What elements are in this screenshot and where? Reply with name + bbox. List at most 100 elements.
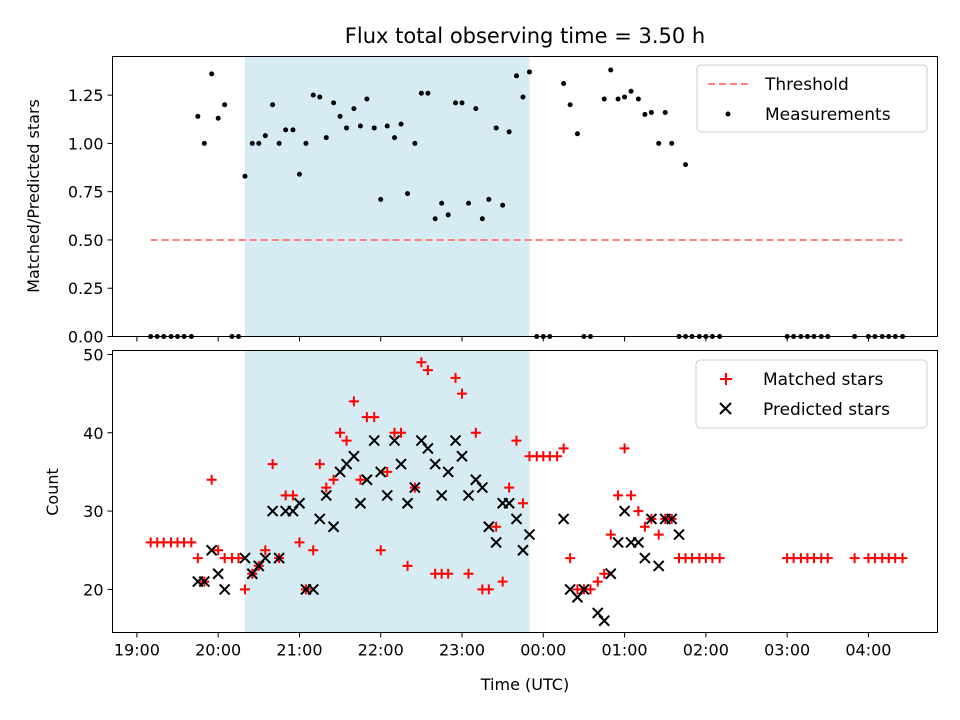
measurement-point: [683, 162, 689, 168]
matched-stars-point: [341, 435, 352, 446]
predicted-stars-point: [218, 583, 231, 596]
matched-stars-point: [450, 372, 461, 383]
predicted-stars-point: [307, 583, 319, 596]
measurement-point: [453, 100, 459, 106]
measurement-point: [656, 140, 662, 146]
matched-stars-point: [592, 576, 603, 587]
y-tick-label: 20: [83, 580, 103, 599]
measurement-point: [256, 140, 262, 146]
matched-stars-point: [233, 553, 244, 564]
measurement-point: [310, 92, 316, 98]
y-tick-label: 30: [83, 502, 103, 521]
measurement-point: [249, 140, 255, 146]
predicted-stars-point: [476, 481, 489, 494]
predicted-stars-point: [327, 521, 340, 533]
predicted-stars-point: [652, 560, 665, 572]
legend-matched-label: Matched stars: [763, 370, 883, 390]
matched-stars-point: [653, 529, 664, 540]
matched-stars-point: [308, 545, 319, 556]
matched-stars-point: [457, 388, 468, 399]
x-tick-label: 19:00: [114, 641, 160, 660]
measurement-point: [520, 94, 526, 100]
measurement-point: [242, 173, 248, 179]
matched-stars-point: [348, 396, 359, 407]
measurement-point: [296, 171, 302, 177]
predicted-stars-point: [259, 552, 272, 564]
matched-stars-point: [849, 553, 860, 564]
matched-stars-point: [619, 443, 630, 454]
predicted-stars-point: [449, 434, 462, 447]
predicted-stars-point: [354, 497, 367, 509]
predicted-stars-point: [401, 497, 414, 509]
measurement-point: [622, 94, 628, 100]
predicted-stars-point: [422, 442, 434, 455]
observing-window-shade: [244, 56, 530, 337]
matched-stars-point: [483, 584, 494, 595]
measurement-point: [405, 191, 411, 197]
y-tick-label: 40: [83, 424, 103, 443]
measurement-point: [331, 100, 337, 106]
y-tick-label: 50: [83, 345, 103, 364]
matched-stars-point: [314, 459, 325, 470]
measurement-point: [262, 133, 268, 139]
predicted-stars-point: [314, 513, 326, 525]
predicted-stars-point: [673, 528, 685, 541]
matched-stars-point: [192, 553, 203, 564]
measurement-point: [486, 196, 492, 202]
matched-stars-point: [613, 490, 624, 501]
measurement-point: [662, 110, 668, 115]
measurement-point: [364, 96, 370, 102]
predicted-stars-point: [239, 552, 251, 564]
measurement-point: [561, 81, 567, 87]
predicted-stars-point: [632, 536, 645, 549]
matched-stars-point: [396, 427, 407, 438]
matched-stars-point: [558, 443, 569, 454]
matched-stars-point: [463, 568, 474, 579]
matched-stars-point: [422, 365, 433, 376]
measurement-point: [371, 125, 377, 131]
predicted-stars-point: [503, 497, 515, 509]
y-tick-label: 0.50: [68, 231, 104, 250]
measurement-point: [506, 129, 512, 135]
predicted-stars-point: [578, 583, 590, 596]
measurement-point: [222, 102, 228, 108]
top-axes-frame: [112, 56, 938, 337]
predicted-stars-point: [605, 568, 617, 580]
matched-stars-point: [328, 474, 339, 485]
predicted-stars-point: [375, 466, 387, 478]
matched-stars-point: [213, 545, 224, 556]
predicted-stars-point: [490, 536, 502, 549]
measurement-point: [270, 102, 276, 108]
measurement-point: [473, 106, 479, 112]
measurement-point: [574, 131, 580, 137]
measurement-point: [351, 106, 357, 112]
predicted-stars-point: [293, 497, 306, 509]
legend-threshold-label: Threshold: [764, 75, 849, 95]
measurement-point: [425, 90, 431, 96]
matched-stars-point: [267, 459, 278, 470]
predicted-stars-point: [388, 434, 401, 447]
bottom-y-axis-label: Count: [43, 468, 62, 516]
matched-stars-point: [822, 553, 833, 564]
predicted-stars-point: [639, 552, 651, 564]
measurement-point: [392, 135, 398, 141]
matched-stars-point: [382, 466, 393, 477]
measurement-point: [669, 140, 675, 146]
top-y-axis-label: Matched/Predicted stars: [24, 99, 43, 293]
predicted-stars-point: [462, 489, 475, 502]
legend-matched-swatch: [720, 373, 732, 385]
predicted-stars-point: [429, 458, 441, 470]
matched-stars-point: [633, 506, 644, 517]
bottom-panel: 20 30 40 50 19:00 20:00 21:00 22:00 23:00 00:00 01…: [43, 345, 938, 694]
matched-stars-point: [552, 451, 563, 462]
top-chart-title: Flux total observing time = 3.50 h: [345, 24, 705, 48]
matched-stars-point: [402, 560, 413, 571]
measurement-point: [303, 140, 309, 146]
matched-stars-point: [375, 545, 386, 556]
measurement-point: [432, 216, 438, 222]
matched-stars-point: [260, 545, 271, 556]
bottom-axes-frame: [112, 350, 938, 633]
predicted-stars-point: [510, 513, 523, 525]
y-tick-label: 0.75: [68, 183, 104, 202]
measurement-point: [337, 113, 343, 119]
